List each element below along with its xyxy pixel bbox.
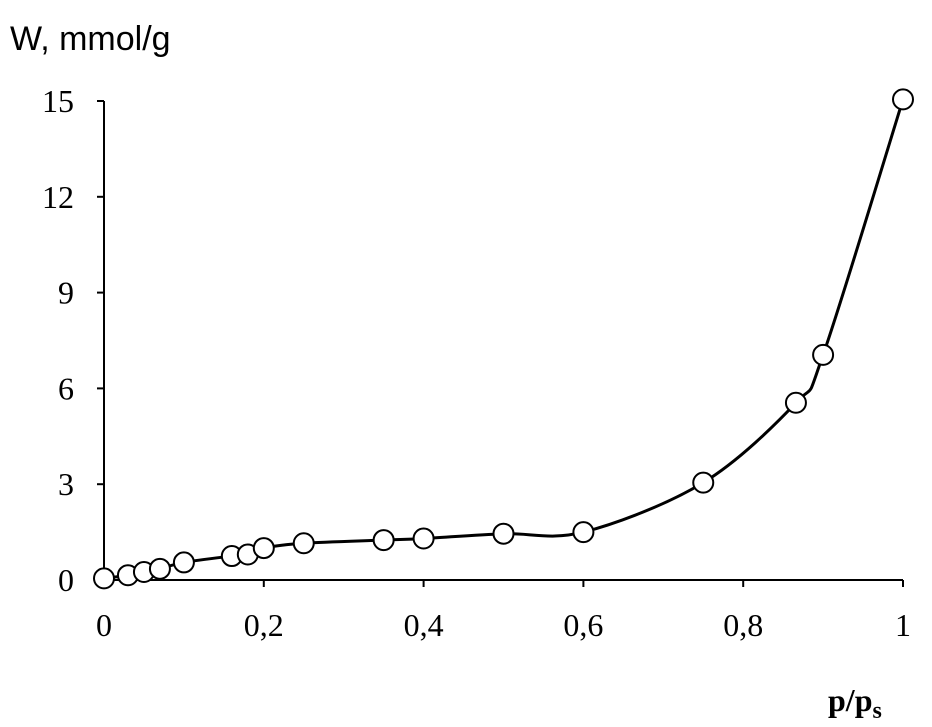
data-point bbox=[784, 391, 807, 414]
markers bbox=[93, 88, 914, 590]
data-point bbox=[372, 529, 395, 552]
data-point bbox=[692, 471, 715, 494]
x-ticks: 0 0,2 0,4 0,6 0,8 1 bbox=[96, 580, 911, 643]
x-tick-label: 0,6 bbox=[563, 607, 603, 643]
data-point bbox=[252, 537, 275, 560]
x-axis-label-subscript: s bbox=[872, 698, 881, 724]
y-tick-label: 9 bbox=[58, 275, 74, 311]
y-tick-label: 0 bbox=[58, 562, 74, 598]
x-tick-label: 0,2 bbox=[244, 607, 284, 643]
y-ticks: 0 3 6 9 12 15 bbox=[42, 83, 104, 598]
y-tick-label: 12 bbox=[42, 179, 74, 215]
data-point bbox=[412, 527, 435, 550]
x-axis-label-main: p/p bbox=[828, 682, 872, 718]
data-point bbox=[172, 551, 195, 574]
x-axis-label: p/ps bbox=[828, 682, 882, 724]
y-tick-label: 6 bbox=[58, 370, 74, 406]
data-point bbox=[93, 567, 115, 590]
x-tick-label: 0,4 bbox=[404, 607, 444, 643]
series bbox=[103, 98, 905, 580]
y-tick-label: 3 bbox=[58, 466, 74, 502]
data-point bbox=[492, 522, 515, 545]
x-tick-label: 0 bbox=[96, 607, 112, 643]
data-point bbox=[892, 88, 914, 111]
data-point bbox=[148, 557, 171, 580]
data-point bbox=[812, 343, 835, 366]
data-point bbox=[572, 521, 595, 544]
x-tick-label: 0,8 bbox=[723, 607, 763, 643]
y-axis-label: W, mmol/g bbox=[10, 20, 171, 58]
series-line bbox=[103, 98, 905, 580]
y-tick-label: 15 bbox=[42, 83, 74, 119]
axes bbox=[103, 101, 903, 581]
data-point bbox=[292, 532, 315, 555]
x-tick-label: 1 bbox=[895, 607, 911, 643]
